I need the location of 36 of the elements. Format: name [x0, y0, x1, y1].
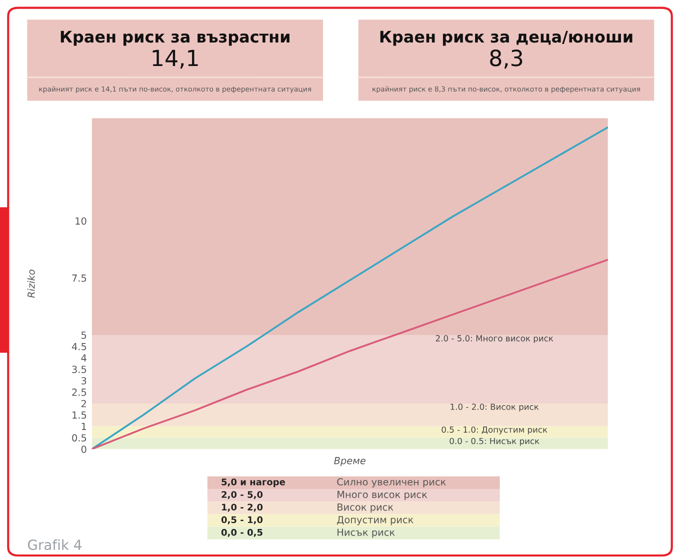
y-tick-label: 3.5	[72, 366, 86, 374]
text: 5,0 и нагоре	[222, 478, 285, 488]
y-tick-label: 0	[81, 446, 86, 453]
line-series	[92, 258, 608, 450]
y-tick-label: 2	[81, 400, 86, 408]
text: 0,0 - 0,5	[221, 528, 262, 537]
text: Grafik 4	[28, 539, 82, 550]
text: 8,3	[490, 50, 522, 69]
text: 14,1	[152, 50, 198, 69]
y-tick-label: 10	[76, 217, 86, 225]
x-axis-title: Време	[334, 457, 366, 466]
band-label: 2.0 - 5.0: Много висок риск	[436, 335, 554, 344]
y-axis-title: Riziko	[27, 270, 35, 298]
y-tick-label: 7.5	[72, 274, 86, 282]
text: 1,0 - 2,0	[222, 504, 263, 512]
y-tick-label: 1.5	[72, 411, 86, 419]
text: Силно увеличен риск	[337, 478, 446, 488]
y-tick-label: 4	[81, 354, 86, 362]
text: Краен риск за деца/юноши	[380, 30, 632, 46]
y-tick-label: 3	[81, 377, 86, 384]
y-tick-label: 5	[82, 332, 86, 339]
y-tick-label: 0.5	[72, 434, 86, 442]
text: Висок риск	[338, 504, 394, 513]
y-tick-label: 2.5	[72, 388, 86, 396]
text: 2,0 - 5,0	[222, 491, 263, 500]
band-label: 0.0 - 0.5: Нисък риск	[450, 438, 540, 446]
text: Краен риск за възрастни	[60, 30, 290, 46]
y-tick-label: 4.5	[72, 343, 86, 350]
text: Нисък риск	[338, 528, 395, 538]
text: 0,5 - 1,0	[221, 516, 263, 524]
band-label: 1.0 - 2.0: Висок риск	[450, 404, 539, 412]
band-label: 0.5 - 1.0: Допустим риск	[442, 426, 548, 434]
line-series	[92, 126, 608, 450]
text: Много висок риск	[338, 490, 428, 500]
text: Допустим риск	[337, 516, 414, 526]
y-tick-label: 1	[82, 422, 86, 430]
